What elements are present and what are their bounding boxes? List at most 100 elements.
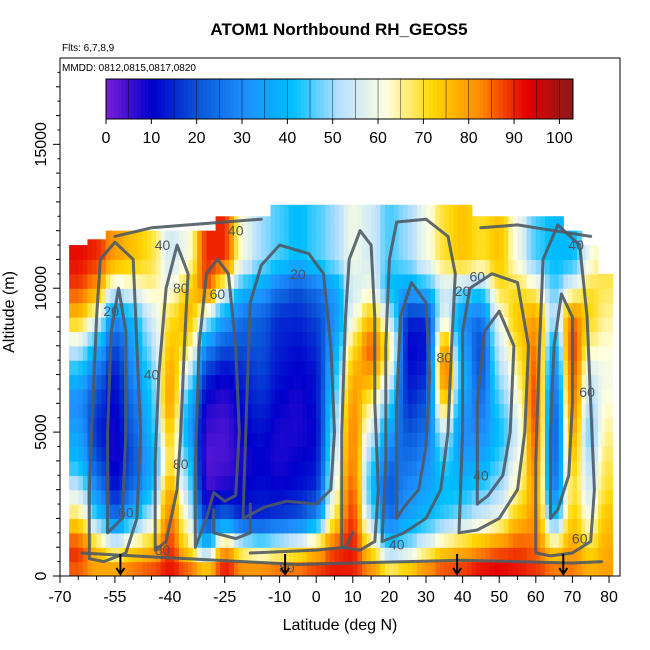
heat-cell	[439, 204, 445, 217]
heat-cell	[458, 216, 464, 232]
colorbar-segment	[331, 79, 337, 119]
colorbar-segment	[335, 79, 340, 119]
heat-cell	[160, 388, 166, 404]
heat-cell	[307, 345, 313, 361]
heat-cell	[82, 489, 89, 505]
heat-cell	[361, 532, 368, 548]
heat-cell	[316, 245, 322, 261]
heat-cell	[311, 532, 317, 548]
heat-cell	[151, 547, 157, 563]
heat-cell	[233, 403, 240, 419]
heat-cell	[73, 288, 79, 304]
heat-cell	[416, 518, 423, 534]
heat-cell	[503, 547, 509, 563]
heat-cell	[549, 317, 555, 332]
heat-cell	[508, 561, 514, 576]
heat-cell	[476, 360, 482, 376]
heat-cell	[549, 460, 555, 476]
heat-cell	[82, 547, 89, 563]
heat-cell	[156, 460, 162, 476]
heat-cell	[503, 331, 509, 347]
heat-cell	[453, 446, 459, 462]
heat-cell	[343, 259, 349, 275]
heat-cell	[325, 403, 331, 419]
heat-cell	[407, 547, 413, 563]
heat-cell	[210, 403, 217, 419]
heat-cell	[114, 518, 121, 534]
heat-cell	[220, 518, 226, 534]
heat-cell	[503, 273, 509, 289]
contour-label: 80	[155, 542, 171, 558]
heat-cell	[471, 417, 477, 433]
heat-cell	[531, 417, 537, 433]
heat-cell	[384, 360, 391, 376]
heat-cell	[220, 417, 226, 433]
heat-cell	[279, 532, 285, 548]
heat-cell	[535, 518, 541, 534]
heat-cell	[512, 388, 519, 404]
heat-cell	[174, 273, 180, 289]
heat-cell	[585, 259, 591, 275]
heat-cell	[549, 331, 555, 347]
heat-cell	[275, 460, 281, 476]
heat-cell	[201, 230, 208, 246]
heat-cell	[69, 388, 75, 404]
heat-cell	[284, 374, 290, 390]
colorbar-segment	[545, 79, 551, 119]
heat-cell	[485, 216, 491, 232]
heat-cell	[325, 417, 331, 433]
heat-cell	[334, 302, 340, 318]
heat-cell	[265, 417, 272, 433]
heat-cell	[256, 288, 262, 304]
heat-cell	[92, 561, 98, 576]
heat-cell	[146, 417, 153, 433]
heat-cell	[224, 245, 230, 261]
heat-cell	[288, 331, 294, 347]
heat-cell	[165, 360, 171, 376]
heat-cell	[329, 518, 336, 534]
heat-cell	[407, 317, 413, 332]
heat-cell	[499, 345, 505, 361]
heat-cell	[270, 561, 276, 576]
heat-cell	[270, 403, 276, 419]
heat-cell	[293, 273, 299, 289]
heat-cell	[119, 331, 125, 347]
heat-cell	[279, 388, 285, 404]
heat-cell	[471, 345, 477, 361]
heat-cell	[352, 403, 358, 419]
heat-cell	[522, 446, 528, 462]
heat-cell	[476, 489, 482, 505]
heat-cell	[105, 302, 111, 318]
heat-cell	[156, 518, 162, 534]
heat-cell	[320, 547, 326, 563]
heat-cell	[243, 345, 249, 361]
heat-cell	[192, 561, 198, 576]
heat-cell	[503, 432, 509, 448]
heat-cell	[87, 403, 93, 419]
colorbar-segment	[234, 79, 239, 119]
heat-cell	[412, 374, 418, 390]
heat-cell	[192, 288, 198, 304]
heat-cell	[297, 216, 304, 232]
heat-cell	[593, 403, 599, 419]
heat-cell	[174, 547, 180, 563]
heat-cell	[540, 460, 546, 476]
heat-cell	[334, 230, 340, 246]
heat-cell	[329, 259, 336, 275]
heat-cell	[206, 317, 212, 332]
heat-cell	[197, 460, 203, 476]
heat-cell	[316, 417, 322, 433]
heat-cell	[133, 432, 139, 448]
heat-cell	[261, 259, 267, 275]
heat-cell	[421, 273, 427, 289]
heat-cell	[243, 532, 249, 548]
heat-cell	[316, 288, 322, 304]
heat-cell	[453, 403, 459, 419]
heat-cell	[480, 317, 487, 332]
heat-cell	[522, 288, 528, 304]
heat-cell	[375, 417, 381, 433]
heat-cell	[87, 388, 93, 404]
heat-cell	[531, 489, 537, 505]
heat-cell	[598, 417, 603, 433]
heat-cell	[485, 374, 491, 390]
